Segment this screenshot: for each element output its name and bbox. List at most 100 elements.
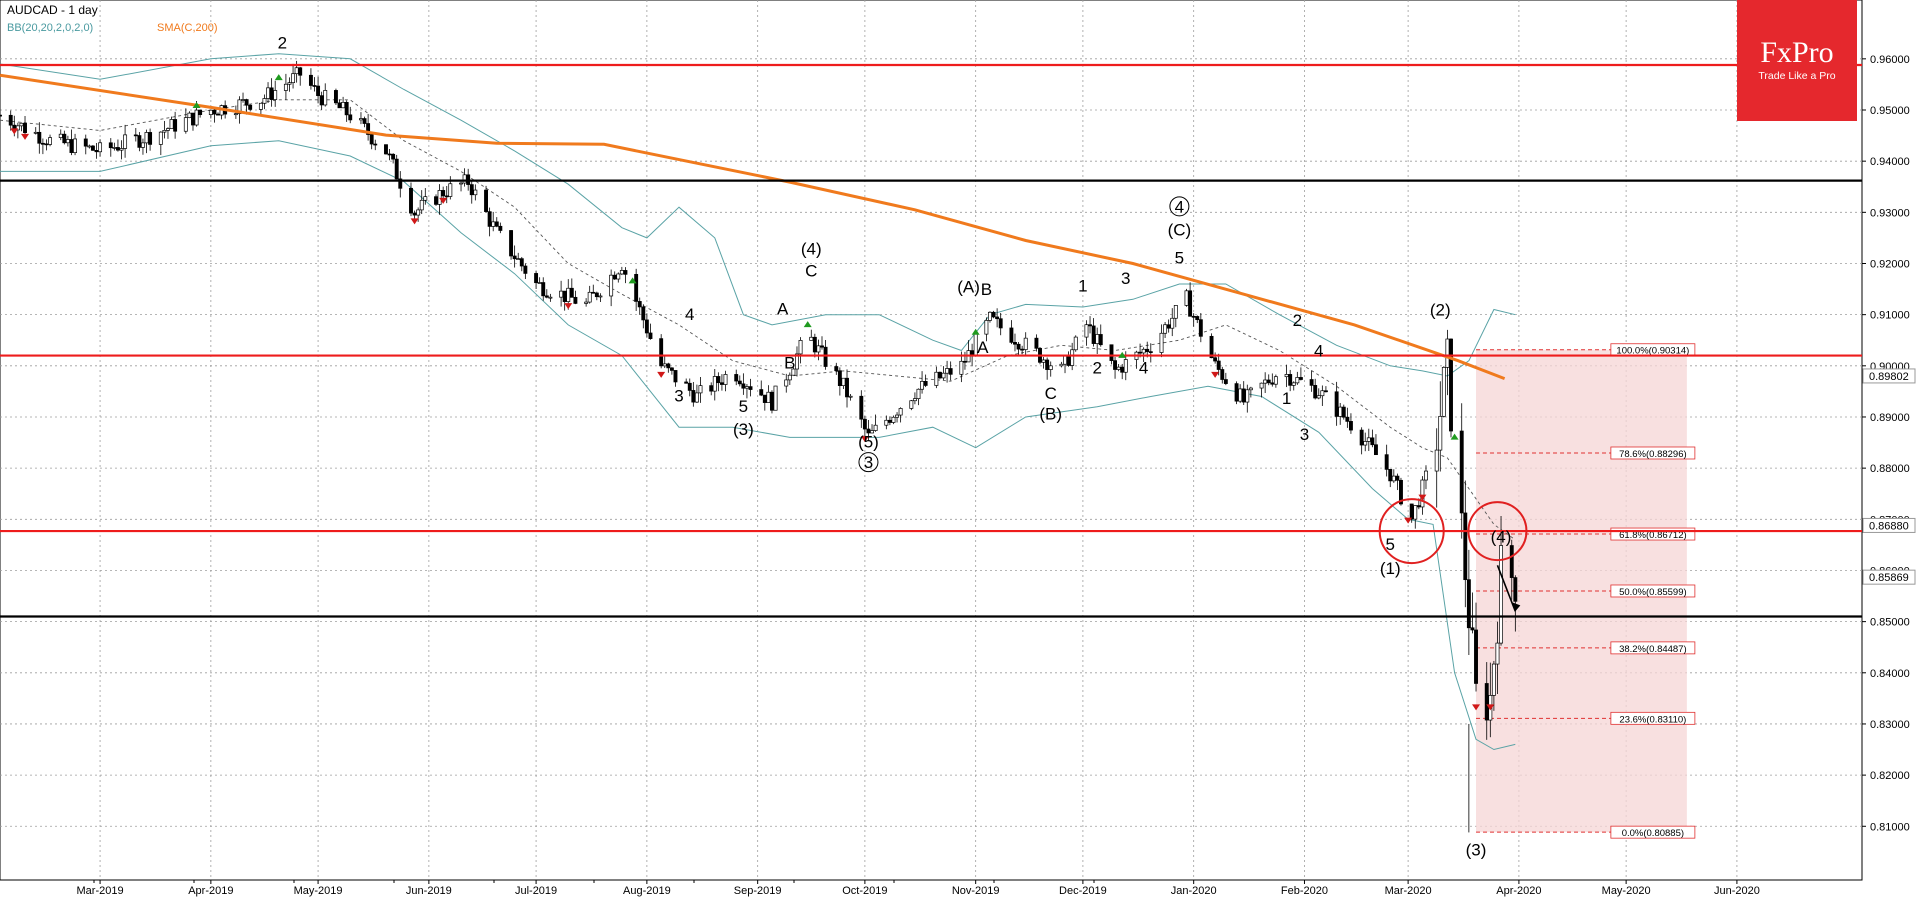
candle-body [1098,334,1103,346]
candle-body [948,368,953,375]
candle-body [848,395,853,398]
candle-body [1048,365,1053,370]
candle-body [1463,512,1468,581]
candle-body [115,147,120,151]
candle-body [162,129,167,133]
candle-body [44,143,49,146]
candle-body [469,184,474,196]
candle-body [459,182,463,185]
wave-label: 3 [1121,269,1130,288]
candle-body [212,109,217,115]
wave-label: 2 [278,34,287,53]
buy-signal-arrow [1450,433,1459,440]
price-tag-label: 0.86880 [1869,520,1909,532]
candle-body [1041,359,1046,363]
candle-body [870,430,874,434]
month-tick-label: Sep-2019 [734,885,782,897]
candle-body [494,221,499,227]
candle-body [945,368,950,374]
wave-label: 4 [685,305,694,324]
candle-body [73,138,78,153]
wave-label: (B) [1039,405,1062,424]
candle-body [1309,379,1314,386]
candle-body [373,143,378,146]
candle-body [1263,379,1268,384]
candle-body [1084,324,1089,338]
candle-body [1484,683,1489,721]
sell-signal-arrow [21,133,30,140]
candle-body [37,131,42,144]
wave-label: C [1045,384,1057,403]
candle-body [934,371,939,386]
fib-level-label: 50.0%(0.85599) [1619,587,1687,598]
candle-body [591,291,596,294]
month-tick-label: Jun-2019 [406,885,452,897]
candle-body [573,296,578,304]
candle-body [409,187,413,214]
candle-body [587,291,592,303]
candle-body [795,353,799,370]
candle-body [623,270,628,275]
candle-body [119,148,124,151]
candle-body [773,385,778,411]
buy-signal-arrow [971,328,980,335]
candle-body [1173,305,1178,319]
candle-body [62,133,67,144]
candle-body [1095,334,1100,344]
candle-body [1259,382,1264,389]
sell-signal-arrow [439,197,448,204]
candle-body [937,371,942,379]
candle-body [648,332,653,339]
month-tick-label: Nov-2019 [952,885,1000,897]
candle-body [809,336,814,341]
candle-body [841,377,846,386]
logo-name: FxPro [1760,36,1834,69]
candle-body [1163,324,1168,334]
candle-body [244,99,249,106]
candle-body [369,134,374,145]
candle-body [87,145,92,148]
candle-body [1348,421,1353,431]
candle-body [216,113,220,116]
candle-body [837,370,842,386]
candle-body [1388,469,1393,482]
candle-body [1470,627,1475,631]
highlight-circle [1467,501,1528,562]
candle-body [312,85,317,87]
candle-body [1059,363,1064,367]
candle-body [1316,395,1321,399]
candle-body [673,370,678,383]
candle-body [437,190,442,205]
candle-body [509,230,514,257]
price-tag-box [1862,569,1916,585]
candle-body [1045,359,1050,370]
candle-body [1213,357,1218,362]
fib-level-label: 100.0%(0.90314) [1616,346,1689,357]
candle-body [666,363,671,369]
candle-body [1191,315,1196,318]
candle-body [1441,367,1446,417]
candle-body [1270,382,1275,385]
candle-body [337,102,342,109]
candle-body [366,123,371,135]
price-tick-label: 0.81000 [1870,821,1910,833]
wave-label: C [805,261,817,280]
price-tick-label: 0.88000 [1870,463,1910,475]
candle-body [1170,317,1175,329]
wave-label: (2) [1430,301,1451,320]
candle-body [1141,348,1146,354]
candle-body [287,82,292,85]
candle-body [1445,338,1450,368]
candle-body [362,118,367,124]
candle-body [719,382,724,385]
candle-body [1223,379,1228,384]
candle-body [669,367,674,371]
sma-label: SMA(C,200) [157,22,218,34]
candle-body [1391,475,1396,482]
candle-body [169,119,174,129]
candle-body [1066,355,1071,366]
candle-body [798,340,803,355]
candle-body [723,374,728,385]
